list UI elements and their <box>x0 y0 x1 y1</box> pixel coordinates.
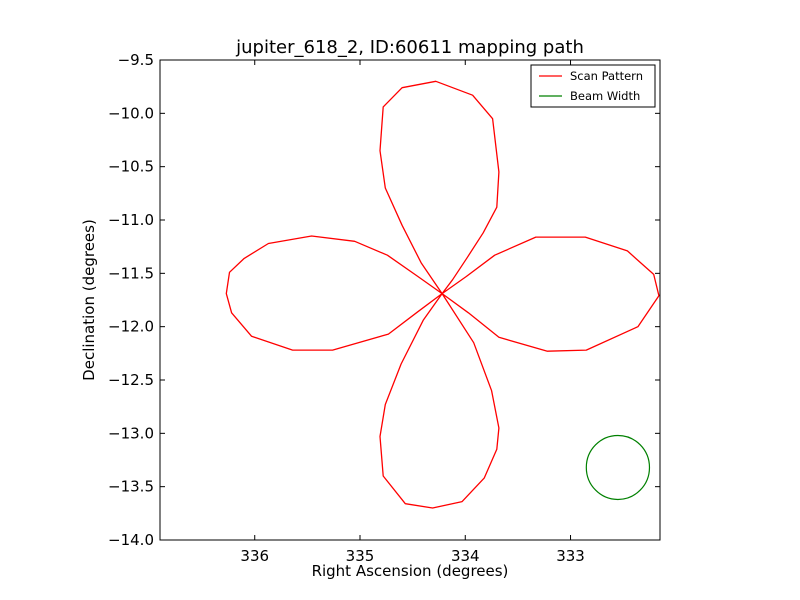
x-axis-label: Right Ascension (degrees) <box>312 562 509 580</box>
y-tick-label: −14.0 <box>108 531 154 549</box>
x-axis-ticks: 336 335 334 333 <box>240 60 585 565</box>
x-tick-label: 336 <box>240 547 269 565</box>
y-tick-label: −13.0 <box>108 424 154 442</box>
legend-label-scan-pattern: Scan Pattern <box>570 69 643 83</box>
y-axis-label: Declination (degrees) <box>80 219 98 381</box>
x-tick-label: 333 <box>556 547 585 565</box>
scan-pattern-line <box>225 80 660 509</box>
y-tick-label: −10.0 <box>108 104 154 122</box>
x-tick-label: 334 <box>451 547 480 565</box>
legend-box <box>530 64 656 108</box>
y-tick-label: −11.0 <box>108 211 154 229</box>
y-tick-label: −10.5 <box>108 158 154 176</box>
chart-title: jupiter_618_2, ID:60611 mapping path <box>235 37 584 58</box>
y-tick-label: −11.5 <box>108 264 154 282</box>
y-tick-label: −12.5 <box>108 371 154 389</box>
plot-area <box>160 60 660 540</box>
y-axis-ticks: −9.5 −10.0 −10.5 −11.0 −11.5 −12.0 −12.5 −13.0 −… <box>108 51 660 549</box>
plot-marks <box>225 80 660 509</box>
y-tick-label: −9.5 <box>118 51 154 69</box>
x-tick-label: 335 <box>346 547 375 565</box>
legend-label-beam-width: Beam Width <box>570 89 640 103</box>
y-tick-label: −12.0 <box>108 318 154 336</box>
y-tick-label: −13.5 <box>108 478 154 496</box>
legend: Scan Pattern Beam Width <box>530 64 656 108</box>
beam-width-circle <box>585 434 651 501</box>
plot-frame <box>159 59 661 541</box>
